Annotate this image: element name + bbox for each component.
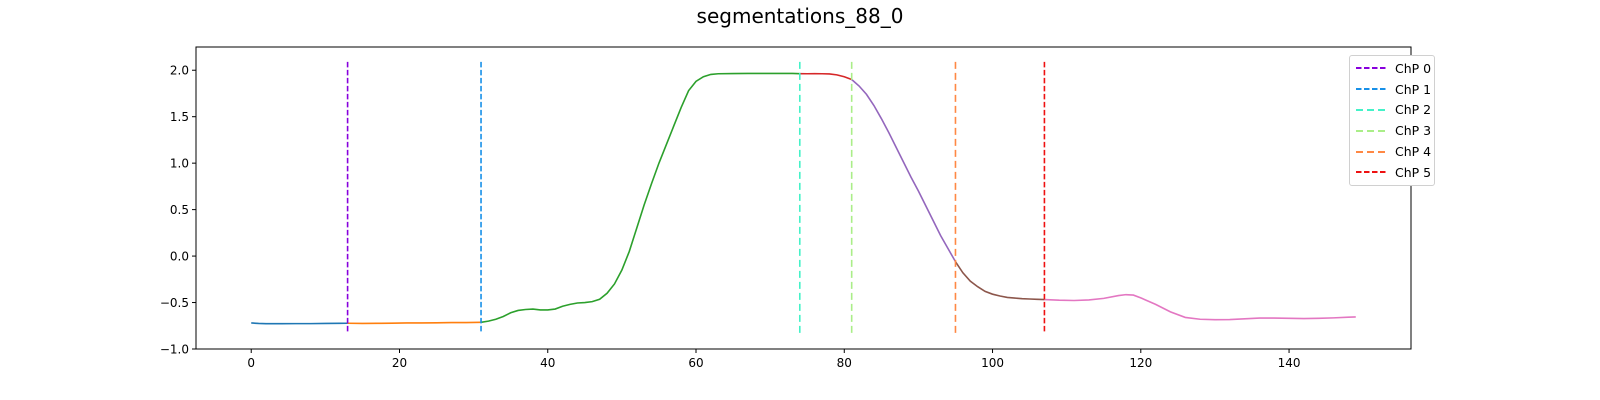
x-tick-label-2: 40: [540, 356, 555, 370]
legend-swatch-0: [1356, 67, 1386, 70]
y-tick-label-1: −0.5: [160, 296, 189, 310]
legend-label-0: ChP 0: [1395, 60, 1432, 76]
series-segments: [251, 72, 1356, 325]
series-segment-1: [347, 321, 482, 325]
y-tick-label-4: 1.0: [170, 157, 189, 171]
legend-label-3: ChP 3: [1395, 123, 1432, 139]
y-tick-label-6: 2.0: [170, 64, 189, 78]
x-tick-label-0: 0: [247, 356, 255, 370]
x-tick-label-1: 20: [392, 356, 407, 370]
legend-label-2: ChP 2: [1395, 102, 1432, 118]
legend-label-1: ChP 1: [1395, 81, 1432, 97]
axes: 0 20 40 60 80 100 120 140 −1.0 −0.5 0.0 0.5 1.0 1.5 2.…: [160, 46, 1412, 370]
legend-label-5: ChP 5: [1395, 164, 1432, 180]
y-tick-label-2: 0.0: [170, 250, 189, 264]
series-segment-5: [954, 261, 1045, 301]
y-tick-label-3: 0.5: [170, 203, 189, 217]
legend-swatch-5: [1356, 171, 1386, 174]
series-segment-2: [480, 72, 800, 324]
legend-item-0: ChP 0: [1350, 58, 1434, 79]
x-tick-label-4: 80: [837, 356, 852, 370]
legend-item-5: ChP 5: [1350, 162, 1434, 183]
changepoint-lines: [346, 61, 1046, 334]
legend-swatch-2: [1356, 108, 1386, 111]
y-tick-label-5: 1.5: [170, 110, 189, 124]
series-segment-4: [851, 78, 957, 263]
x-tick-label-7: 140: [1278, 356, 1301, 370]
legend-swatch-3: [1356, 129, 1386, 132]
legend-item-2: ChP 2: [1350, 100, 1434, 121]
legend-item-1: ChP 1: [1350, 79, 1434, 100]
legend: ChP 0 ChP 1 ChP 2 ChP 3 ChP 4 ChP 5: [1349, 55, 1435, 186]
series-segment-6: [1044, 293, 1356, 321]
legend-swatch-1: [1356, 88, 1386, 91]
legend-label-4: ChP 4: [1395, 144, 1432, 160]
x-tick-label-3: 60: [688, 356, 703, 370]
y-tick-label-0: −1.0: [160, 343, 189, 357]
legend-item-3: ChP 3: [1350, 120, 1434, 141]
x-tick-label-6: 120: [1129, 356, 1152, 370]
legend-item-4: ChP 4: [1350, 141, 1434, 162]
legend-swatch-4: [1356, 150, 1386, 153]
series-segment-3: [799, 72, 852, 81]
series-segment-0: [251, 322, 348, 325]
chart-title: segmentations_88_0: [696, 4, 904, 28]
axes-frame: [195, 46, 1412, 350]
x-tick-label-5: 100: [981, 356, 1004, 370]
